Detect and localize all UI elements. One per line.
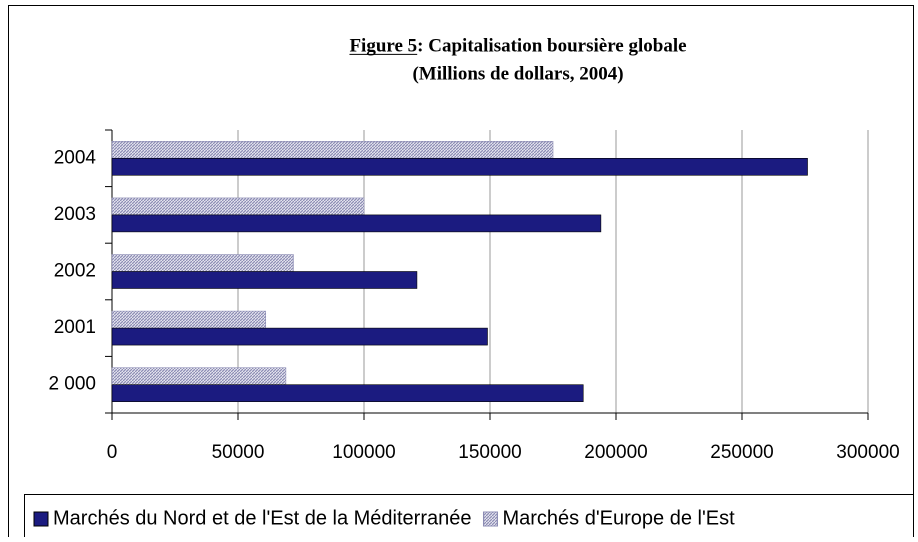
x-tick-label: 100000	[332, 442, 395, 463]
legend-label: Marchés du Nord et de l'Est de la Médite…	[53, 507, 471, 529]
bar	[111, 214, 602, 233]
bar	[111, 271, 418, 289]
bar	[111, 384, 584, 402]
y-tick-label: 2003	[54, 204, 96, 225]
y-tick-label: 2002	[54, 261, 96, 282]
bar	[111, 367, 287, 386]
bar	[111, 158, 808, 176]
x-tick-label: 200000	[584, 442, 647, 463]
y-tick-label: 2 000	[48, 374, 96, 395]
x-tick-label: 150000	[458, 442, 521, 463]
y-tick-label: 2004	[54, 147, 97, 168]
bar	[111, 141, 554, 159]
x-tick-label: 0	[107, 442, 118, 463]
chart-frame	[8, 5, 914, 542]
chart-subtitle: (Millions de dollars, 2004)	[412, 63, 623, 84]
bar	[111, 254, 294, 272]
bar	[111, 327, 488, 346]
y-tick-label: 2001	[54, 317, 96, 338]
x-tick-label: 250000	[710, 442, 773, 463]
x-tick-label: 300000	[836, 442, 899, 463]
legend-swatch	[33, 511, 49, 527]
legend-frame	[24, 494, 914, 542]
legend-swatch	[482, 511, 498, 527]
chart-title: Figure 5: Capitalisation boursière globa…	[349, 35, 686, 56]
x-tick-label: 50000	[212, 442, 265, 463]
legend-label: Marchés d'Europe de l'Est	[502, 507, 735, 529]
bar	[111, 197, 365, 216]
bar	[111, 310, 267, 329]
